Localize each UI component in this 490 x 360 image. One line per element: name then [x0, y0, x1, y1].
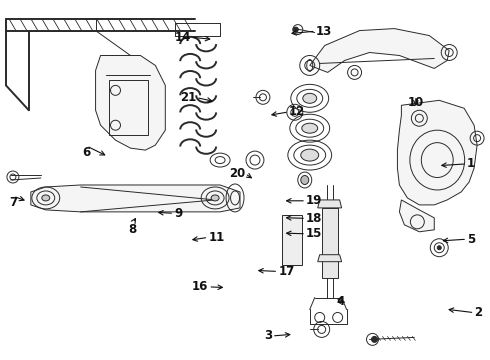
Polygon shape	[397, 100, 477, 205]
Text: 4: 4	[336, 295, 344, 308]
Text: 10: 10	[408, 96, 424, 109]
Text: 16: 16	[192, 280, 208, 293]
Text: 20: 20	[229, 167, 245, 180]
Polygon shape	[282, 215, 302, 265]
Text: 12: 12	[289, 105, 305, 118]
Text: 18: 18	[306, 212, 322, 225]
Ellipse shape	[303, 93, 317, 103]
Text: 5: 5	[467, 233, 475, 246]
Polygon shape	[322, 208, 338, 278]
Text: 2: 2	[474, 306, 483, 319]
Text: 7: 7	[9, 196, 17, 209]
Text: 11: 11	[208, 231, 224, 244]
Polygon shape	[318, 200, 342, 208]
Circle shape	[437, 246, 441, 250]
Ellipse shape	[42, 195, 50, 201]
Text: 15: 15	[306, 227, 322, 240]
Text: 8: 8	[128, 223, 137, 236]
Text: 1: 1	[467, 157, 475, 170]
Text: 6: 6	[82, 146, 91, 159]
Text: 19: 19	[306, 194, 322, 207]
Text: 14: 14	[175, 31, 191, 44]
Text: 17: 17	[278, 265, 294, 278]
Text: 3: 3	[264, 329, 272, 342]
Circle shape	[371, 336, 377, 342]
Text: 13: 13	[316, 25, 332, 38]
Polygon shape	[399, 200, 434, 232]
Polygon shape	[31, 185, 240, 212]
Ellipse shape	[301, 149, 318, 161]
Ellipse shape	[301, 176, 309, 184]
Polygon shape	[96, 55, 165, 150]
Ellipse shape	[302, 123, 318, 133]
Polygon shape	[310, 28, 449, 72]
Text: 9: 9	[174, 207, 182, 220]
Polygon shape	[318, 255, 342, 262]
Text: 21: 21	[180, 91, 196, 104]
Ellipse shape	[211, 195, 219, 201]
Circle shape	[294, 27, 298, 32]
